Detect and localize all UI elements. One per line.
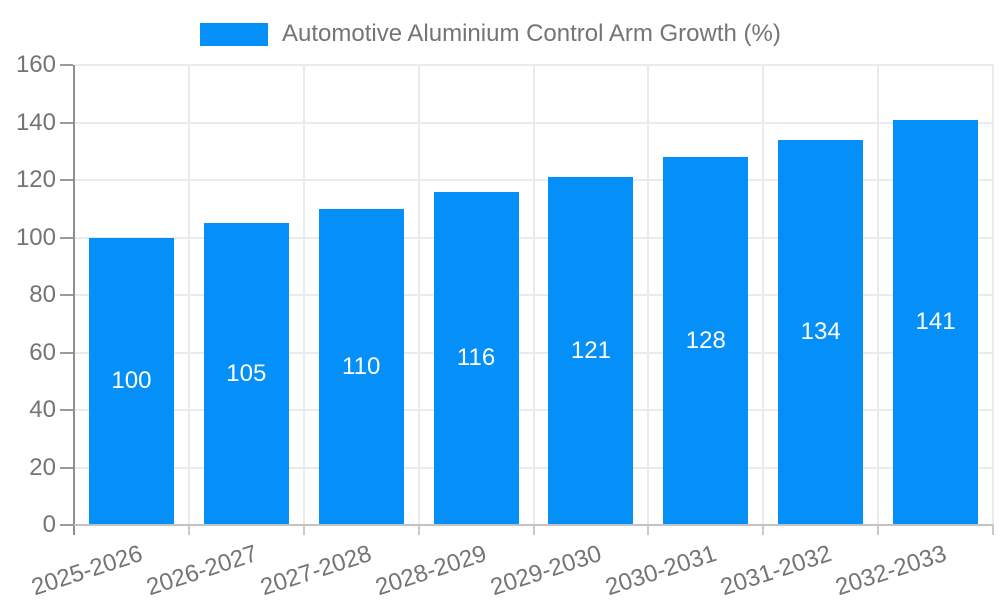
- bar-value-label: 105: [226, 360, 267, 388]
- bar-2029-2030[interactable]: 121: [548, 177, 634, 525]
- vertical-gridline: [877, 65, 880, 525]
- bar-value-label: 100: [111, 367, 152, 395]
- x-axis-tick: [877, 525, 880, 535]
- y-axis-tick-label: 120: [15, 166, 56, 193]
- vertical-gridline: [417, 65, 420, 525]
- bar-2031-2032[interactable]: 134: [778, 139, 864, 525]
- x-axis-tick: [417, 525, 420, 535]
- x-axis-tick: [302, 525, 305, 535]
- y-axis-tick-label: 60: [29, 338, 56, 366]
- bar-value-label: 116: [456, 344, 496, 372]
- bar-value-label: 128: [685, 327, 726, 354]
- y-axis-tick-label: 140: [15, 108, 56, 136]
- y-axis-tick: [60, 64, 73, 66]
- vertical-gridline: [302, 65, 305, 525]
- y-axis-tick-label: 40: [29, 396, 56, 423]
- x-axis-tick: [992, 525, 994, 535]
- x-axis-category-label: 2031-2032: [717, 540, 835, 600]
- y-axis-tick-label: 20: [29, 453, 56, 481]
- x-axis-category-label: 2032-2033: [832, 540, 950, 600]
- vertical-gridline: [762, 65, 765, 525]
- bar-2026-2027[interactable]: 105: [203, 223, 289, 525]
- x-axis-category-label: 2026-2027: [142, 540, 261, 600]
- bar-value-label: 121: [570, 337, 611, 365]
- y-axis-tick: [60, 466, 73, 469]
- vertical-gridline: [187, 65, 190, 525]
- y-axis-line: [73, 65, 75, 535]
- bar-2028-2029[interactable]: 116: [433, 191, 519, 525]
- bar-2030-2031[interactable]: 128: [663, 157, 749, 525]
- vertical-gridline: [992, 65, 994, 525]
- vertical-gridline: [532, 65, 535, 525]
- y-axis-tick: [60, 409, 73, 411]
- x-axis-tick: [647, 525, 650, 535]
- x-axis-category-label: 2025-2026: [27, 540, 146, 600]
- y-axis-tick: [60, 351, 73, 354]
- y-axis-tick: [60, 236, 73, 239]
- y-axis-tick: [60, 294, 73, 296]
- bar-2032-2033[interactable]: 141: [893, 119, 979, 525]
- y-axis-tick-label: 160: [15, 51, 56, 78]
- x-axis-tick: [532, 525, 535, 535]
- legend-swatch-icon: [200, 22, 268, 46]
- x-axis-category-label: 2028-2029: [372, 540, 491, 600]
- x-axis-category-label: 2027-2028: [257, 540, 376, 600]
- x-axis-tick: [762, 525, 765, 535]
- y-axis-tick-label: 0: [42, 511, 56, 538]
- bar-value-label: 141: [915, 308, 956, 336]
- x-axis-category-label: 2029-2030: [487, 540, 605, 600]
- bar-value-label: 134: [800, 318, 841, 346]
- y-axis-tick: [60, 179, 73, 181]
- chart-legend[interactable]: Automotive Aluminium Control Arm Growth …: [200, 20, 781, 48]
- x-axis-tick: [187, 525, 190, 535]
- y-axis-tick: [60, 524, 73, 526]
- bar-2025-2026[interactable]: 100: [88, 237, 174, 525]
- y-axis-tick-label: 80: [29, 281, 56, 308]
- vertical-gridline: [647, 65, 650, 525]
- y-axis-tick-label: 100: [15, 223, 56, 251]
- y-axis-tick: [60, 121, 73, 124]
- x-axis-category-label: 2030-2031: [602, 540, 720, 600]
- legend-label: Automotive Aluminium Control Arm Growth …: [282, 20, 781, 47]
- bar-2027-2028[interactable]: 110: [318, 208, 404, 525]
- bar-value-label: 110: [342, 352, 381, 380]
- x-axis-line: [74, 524, 993, 526]
